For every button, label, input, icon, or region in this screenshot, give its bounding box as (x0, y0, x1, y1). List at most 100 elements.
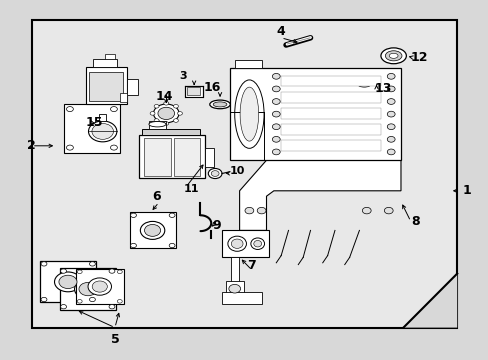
Circle shape (257, 207, 265, 214)
Circle shape (169, 243, 175, 248)
Circle shape (77, 270, 82, 274)
Bar (281, 108, 381, 119)
Bar (63, 104, 120, 153)
Circle shape (66, 145, 73, 150)
Circle shape (386, 111, 394, 117)
Circle shape (41, 262, 47, 266)
Text: 13: 13 (373, 82, 391, 95)
Circle shape (77, 300, 82, 303)
Ellipse shape (88, 278, 111, 295)
Circle shape (89, 297, 95, 302)
Bar (184, 86, 203, 97)
Text: 9: 9 (212, 219, 221, 231)
Ellipse shape (357, 82, 370, 87)
Ellipse shape (240, 87, 258, 141)
Circle shape (163, 102, 168, 105)
Bar (229, 68, 400, 160)
Ellipse shape (253, 240, 261, 247)
Circle shape (150, 112, 155, 115)
Bar (40, 261, 96, 302)
Circle shape (272, 136, 280, 142)
Circle shape (169, 213, 175, 217)
Circle shape (117, 300, 122, 303)
Ellipse shape (92, 123, 113, 139)
Circle shape (244, 207, 253, 214)
Bar (205, 148, 214, 167)
Circle shape (66, 107, 73, 112)
Bar (99, 114, 106, 121)
Bar (222, 230, 268, 257)
Text: 7: 7 (247, 259, 256, 272)
Text: 2: 2 (27, 139, 36, 152)
Text: 16: 16 (203, 81, 221, 94)
Circle shape (154, 104, 159, 108)
Bar (281, 92, 381, 103)
Ellipse shape (88, 121, 117, 142)
Text: 11: 11 (183, 184, 199, 194)
Bar (60, 268, 116, 310)
Polygon shape (403, 274, 456, 328)
Ellipse shape (388, 53, 397, 58)
Text: 1: 1 (461, 184, 470, 197)
Circle shape (386, 136, 394, 142)
Text: 10: 10 (229, 166, 244, 176)
Polygon shape (239, 160, 400, 230)
Bar (186, 87, 200, 95)
Circle shape (272, 149, 280, 155)
Circle shape (211, 171, 219, 176)
Bar (89, 72, 122, 101)
Circle shape (163, 122, 168, 125)
Bar (234, 60, 261, 68)
Circle shape (272, 73, 280, 79)
Text: 8: 8 (410, 215, 419, 228)
Ellipse shape (380, 48, 406, 64)
Circle shape (386, 73, 394, 79)
Circle shape (272, 111, 280, 117)
Bar (230, 257, 238, 283)
Circle shape (61, 269, 66, 273)
Ellipse shape (213, 102, 226, 107)
Text: 15: 15 (85, 116, 103, 129)
Circle shape (386, 99, 394, 104)
Bar (129, 212, 176, 248)
Circle shape (208, 168, 222, 179)
Circle shape (130, 243, 136, 248)
Circle shape (158, 107, 174, 120)
Ellipse shape (74, 279, 101, 299)
Text: 3: 3 (179, 71, 187, 81)
Ellipse shape (250, 238, 264, 249)
Ellipse shape (231, 239, 243, 248)
Bar (139, 135, 205, 178)
Ellipse shape (92, 281, 107, 292)
Circle shape (173, 104, 178, 108)
Ellipse shape (79, 282, 97, 296)
Bar (281, 124, 381, 135)
Circle shape (386, 149, 394, 155)
Circle shape (61, 305, 66, 309)
Bar (127, 79, 138, 95)
Bar (93, 59, 117, 67)
Ellipse shape (234, 80, 264, 148)
Circle shape (89, 262, 95, 266)
Circle shape (130, 213, 136, 217)
Bar (120, 93, 127, 102)
Circle shape (272, 86, 280, 92)
Circle shape (272, 99, 280, 104)
Ellipse shape (55, 272, 81, 292)
Bar (76, 269, 123, 304)
Ellipse shape (140, 221, 164, 239)
Ellipse shape (227, 236, 246, 251)
Ellipse shape (385, 51, 401, 61)
Circle shape (154, 119, 159, 122)
Circle shape (384, 207, 392, 214)
Circle shape (173, 119, 178, 122)
Circle shape (153, 104, 179, 123)
Circle shape (177, 112, 182, 115)
Text: 4: 4 (276, 25, 285, 38)
Ellipse shape (144, 225, 160, 237)
Circle shape (386, 86, 394, 92)
Circle shape (110, 145, 117, 150)
Text: 5: 5 (110, 333, 119, 346)
Text: 14: 14 (155, 90, 172, 103)
Circle shape (228, 284, 240, 293)
